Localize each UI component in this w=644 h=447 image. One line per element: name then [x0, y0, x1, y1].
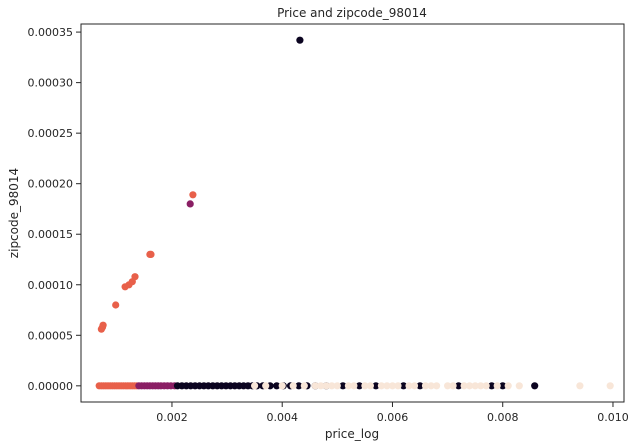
data-point — [251, 382, 259, 390]
y-axis: 0.00000 0.00005 0.00010 0.00015 0.00020 0.000… — [28, 26, 81, 393]
data-point — [273, 382, 281, 390]
data-point — [344, 382, 352, 390]
x-tick-label: 0.010 — [597, 411, 629, 424]
x-axis: 0.002 0.004 0.006 0.008 0.010 — [156, 402, 629, 424]
data-point — [383, 382, 391, 390]
y-axis-label: zipcode_98014 — [7, 168, 21, 258]
data-point — [186, 200, 194, 208]
data-point — [394, 382, 402, 390]
data-point — [405, 382, 413, 390]
data-point — [296, 36, 304, 44]
data-point — [328, 382, 336, 390]
data-point — [333, 382, 341, 390]
data-point — [339, 382, 347, 390]
data-point — [410, 382, 419, 390]
data-point — [493, 382, 501, 390]
y-tick-label: 0.00000 — [28, 380, 74, 393]
data-point — [300, 382, 308, 390]
data-point — [531, 382, 539, 390]
data-point — [98, 323, 107, 331]
data-point — [317, 382, 325, 390]
data-point — [278, 382, 286, 390]
data-point — [455, 382, 463, 390]
y-tick-label: 0.00015 — [28, 228, 74, 241]
data-point — [515, 382, 523, 390]
data-point — [449, 382, 457, 390]
data-point — [504, 382, 512, 390]
x-tick-label: 0.008 — [487, 411, 519, 424]
y-tick-label: 0.00025 — [28, 127, 74, 140]
data-point — [322, 382, 330, 390]
data-point — [131, 273, 139, 281]
data-point — [477, 382, 485, 390]
data-point — [311, 382, 319, 390]
y-tick-label: 0.00010 — [28, 279, 74, 292]
data-point — [488, 382, 496, 390]
data-point — [189, 191, 197, 199]
x-tick-label: 0.004 — [266, 411, 298, 424]
y-tick-label: 0.00030 — [28, 77, 74, 90]
data-point — [262, 382, 270, 390]
y-tick-label: 0.00005 — [28, 329, 74, 342]
x-tick-label: 0.002 — [156, 411, 188, 424]
data-point — [421, 382, 430, 390]
data-point — [399, 382, 408, 390]
data-point — [377, 382, 385, 390]
chart-title: Price and zipcode_98014 — [277, 6, 427, 20]
data-point — [112, 301, 120, 309]
y-tick-label: 0.00035 — [28, 26, 74, 39]
data-point — [416, 382, 424, 390]
data-point — [361, 382, 369, 390]
data-point — [471, 382, 479, 390]
points-layer — [95, 36, 614, 390]
plot-frame — [80, 23, 625, 403]
data-point — [444, 382, 452, 390]
data-point — [355, 382, 363, 390]
data-point — [388, 382, 397, 390]
data-point — [350, 382, 358, 390]
data-point — [366, 382, 374, 390]
y-tick-label: 0.00020 — [28, 178, 74, 191]
data-point — [427, 382, 435, 390]
data-point — [289, 382, 297, 390]
data-point — [147, 250, 155, 258]
data-point — [433, 382, 441, 390]
data-point — [460, 382, 468, 390]
data-point — [576, 382, 584, 390]
data-point — [482, 382, 490, 390]
data-point — [295, 382, 303, 390]
data-point — [499, 382, 507, 390]
data-point — [466, 382, 474, 390]
data-point — [606, 382, 614, 390]
x-tick-label: 0.006 — [377, 411, 409, 424]
x-axis-label: price_log — [325, 427, 379, 441]
data-point — [372, 382, 380, 390]
